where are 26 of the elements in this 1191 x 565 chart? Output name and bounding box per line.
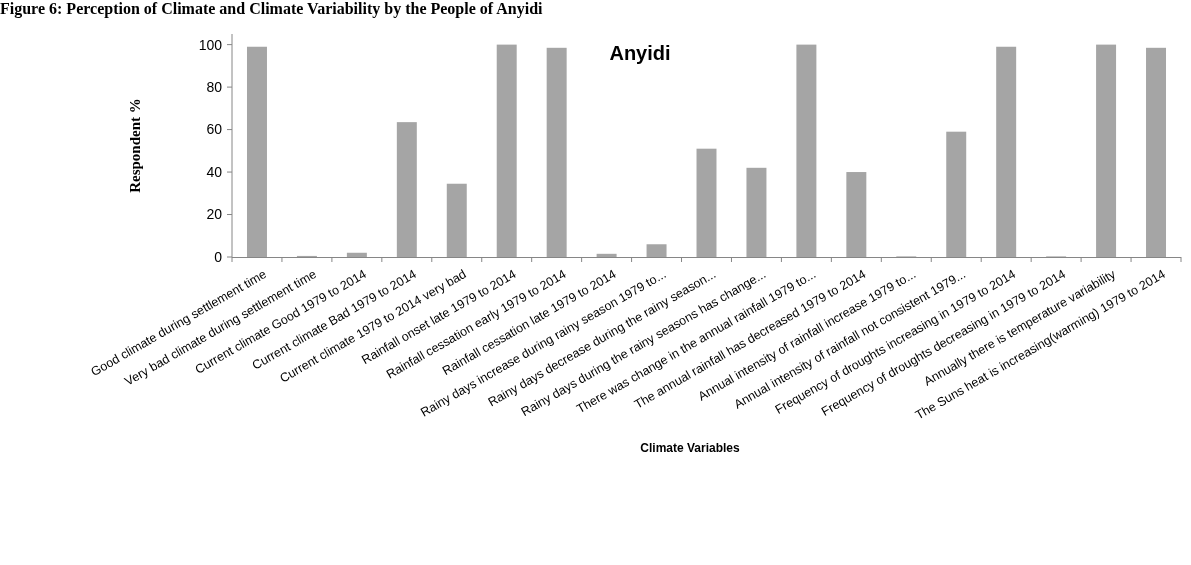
bar bbox=[596, 253, 617, 257]
bar bbox=[846, 172, 867, 257]
y-tick-label: 20 bbox=[206, 206, 223, 223]
bar bbox=[546, 47, 567, 257]
bar bbox=[996, 46, 1017, 257]
bar bbox=[396, 122, 417, 257]
bar bbox=[646, 244, 667, 257]
bar bbox=[446, 183, 467, 257]
y-tick-label: 60 bbox=[206, 121, 223, 138]
bar bbox=[496, 44, 517, 257]
y-tick-label: 100 bbox=[198, 36, 223, 53]
bar bbox=[696, 148, 717, 257]
y-tick-label: 80 bbox=[206, 79, 223, 95]
x-axis-title: Climate Variables bbox=[640, 441, 741, 455]
y-axis-title: Respondent % bbox=[127, 98, 143, 193]
bar bbox=[746, 167, 767, 257]
bar bbox=[946, 131, 967, 257]
bar bbox=[1146, 47, 1167, 257]
y-tick-label: 40 bbox=[206, 163, 223, 180]
caption: Figure 6: Perception of Climate and Climate Variability by the People of Anyidi bbox=[0, 0, 544, 18]
y-tick-label: 0 bbox=[214, 248, 223, 265]
bar bbox=[1096, 44, 1117, 257]
bar bbox=[246, 46, 267, 257]
bar bbox=[796, 44, 817, 257]
bar bbox=[346, 252, 367, 257]
chart-title: Anyidi bbox=[609, 42, 671, 64]
